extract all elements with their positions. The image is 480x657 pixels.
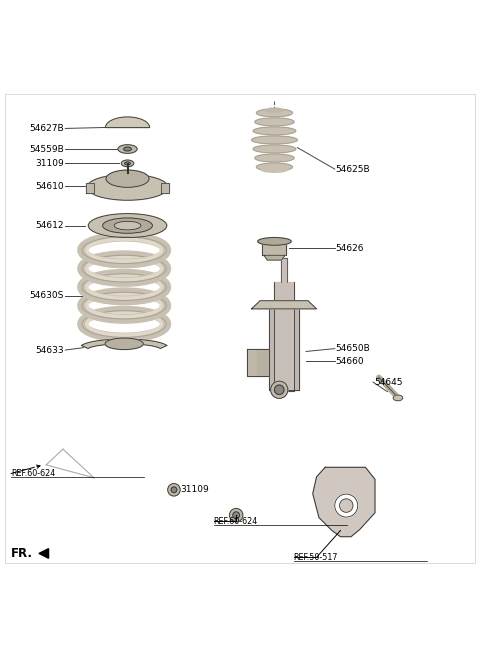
Ellipse shape <box>256 163 292 171</box>
Ellipse shape <box>124 147 132 151</box>
Polygon shape <box>106 117 150 127</box>
Ellipse shape <box>106 170 149 187</box>
Text: 54627B: 54627B <box>29 124 64 133</box>
Polygon shape <box>313 467 375 537</box>
Polygon shape <box>257 349 269 376</box>
Text: FR.: FR. <box>11 547 33 560</box>
Ellipse shape <box>253 127 296 135</box>
Ellipse shape <box>125 162 131 165</box>
Ellipse shape <box>255 118 294 126</box>
Ellipse shape <box>233 512 240 518</box>
Polygon shape <box>281 258 288 282</box>
Ellipse shape <box>253 145 296 153</box>
Ellipse shape <box>335 494 358 517</box>
Ellipse shape <box>261 167 288 172</box>
Ellipse shape <box>266 108 283 112</box>
Ellipse shape <box>393 395 403 401</box>
Polygon shape <box>252 301 317 309</box>
Text: 54559B: 54559B <box>29 145 64 154</box>
Ellipse shape <box>339 499 353 512</box>
Polygon shape <box>275 282 294 391</box>
Text: 54630S: 54630S <box>29 292 64 300</box>
Ellipse shape <box>256 109 292 117</box>
Ellipse shape <box>114 221 141 230</box>
Ellipse shape <box>229 509 243 522</box>
Text: 54625B: 54625B <box>336 165 371 173</box>
Text: 54660: 54660 <box>336 357 364 365</box>
Polygon shape <box>247 349 257 376</box>
Polygon shape <box>161 183 168 193</box>
Text: 54612: 54612 <box>36 221 64 230</box>
Polygon shape <box>86 183 94 193</box>
Ellipse shape <box>275 385 284 395</box>
Ellipse shape <box>258 238 291 245</box>
Polygon shape <box>82 339 167 348</box>
Polygon shape <box>269 306 300 390</box>
Polygon shape <box>263 242 287 256</box>
Polygon shape <box>264 256 285 260</box>
Text: 54633: 54633 <box>35 346 64 355</box>
Ellipse shape <box>121 160 134 167</box>
Text: REF.60-624: REF.60-624 <box>11 469 56 478</box>
Text: 54626: 54626 <box>336 244 364 252</box>
Ellipse shape <box>168 484 180 496</box>
Ellipse shape <box>88 214 167 238</box>
Polygon shape <box>39 549 48 558</box>
Text: 31109: 31109 <box>180 486 209 494</box>
Text: REF.60-624: REF.60-624 <box>214 517 258 526</box>
Text: 31109: 31109 <box>35 159 64 168</box>
Ellipse shape <box>171 487 177 493</box>
Text: 54650B: 54650B <box>336 344 371 353</box>
Text: 54610: 54610 <box>35 182 64 191</box>
Ellipse shape <box>87 174 168 200</box>
Text: 54645: 54645 <box>374 378 403 386</box>
Ellipse shape <box>105 338 144 350</box>
Text: REF.50-517: REF.50-517 <box>294 553 338 562</box>
Ellipse shape <box>271 381 288 398</box>
Ellipse shape <box>103 218 153 233</box>
Ellipse shape <box>252 136 298 144</box>
Ellipse shape <box>255 154 294 162</box>
Ellipse shape <box>118 145 137 153</box>
